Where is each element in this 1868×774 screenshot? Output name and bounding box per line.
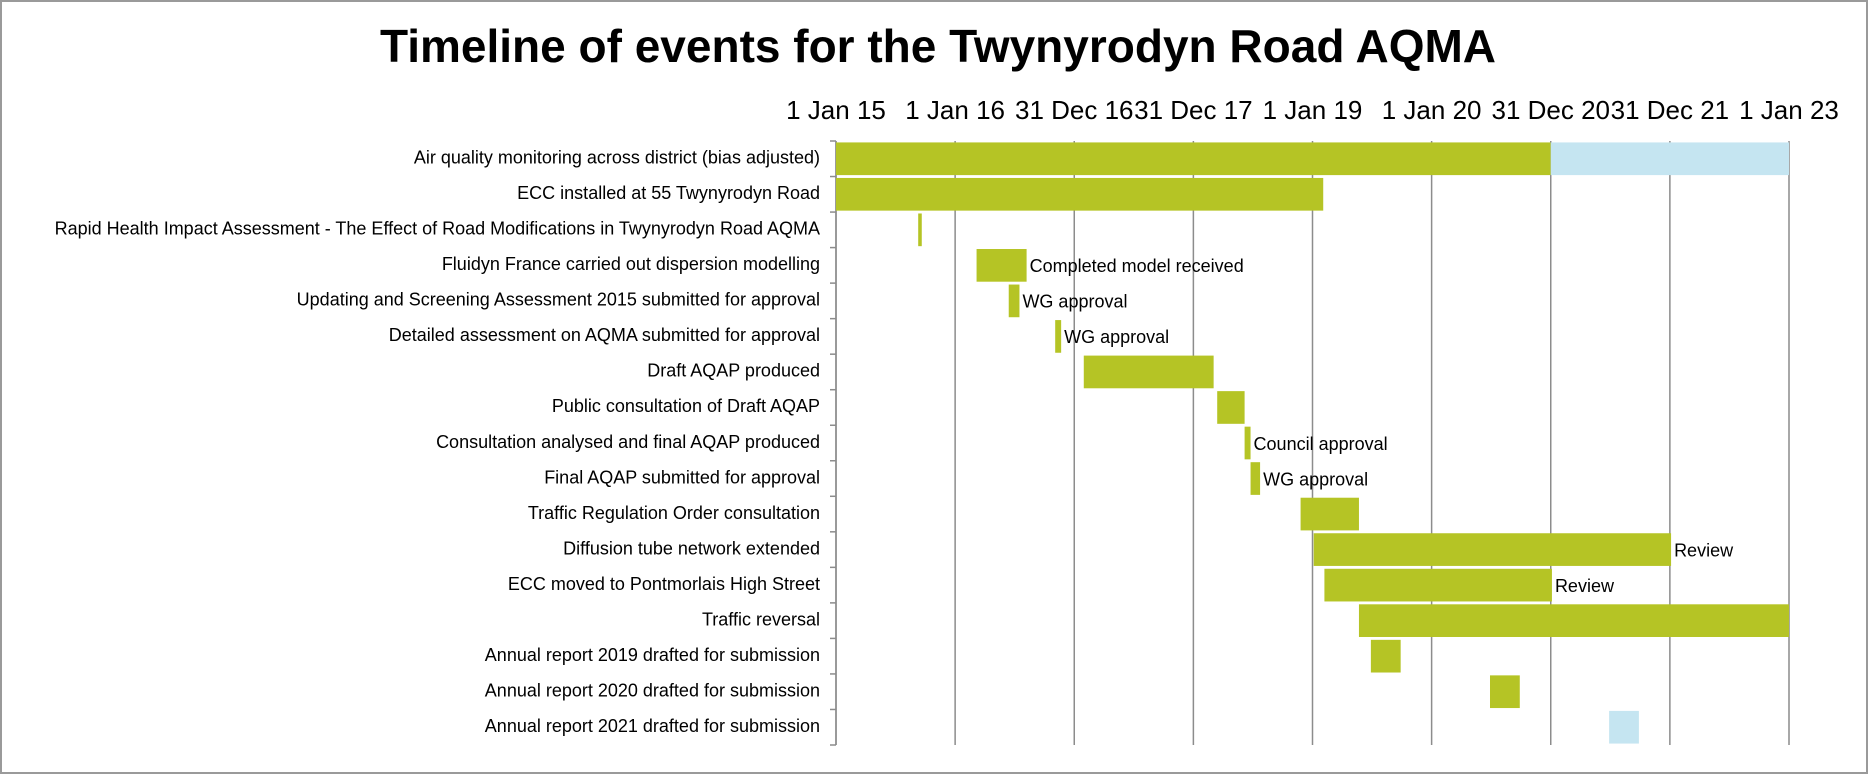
task-label: Traffic Regulation Order consultation [528,503,820,523]
task-label: Consultation analysed and final AQAP pro… [436,432,820,452]
task-label: Diffusion tube network extended [563,538,820,558]
task-label: Public consultation of Draft AQAP [552,396,820,416]
task-label: ECC moved to Pontmorlais High Street [508,574,820,594]
gantt-bar [1055,320,1062,353]
gantt-bar [1008,284,1020,318]
task-label: Annual report 2020 drafted for submissio… [485,680,820,700]
gantt-bar [1083,355,1214,389]
x-tick-label: 31 Dec 21 [1611,95,1730,125]
x-tick-label: 31 Dec 16 [1015,95,1134,125]
gantt-bar [918,213,922,247]
x-tick-label: 31 Dec 20 [1491,95,1610,125]
gantt-bar [1370,639,1401,673]
task-label: Draft AQAP produced [647,361,820,381]
bar-annotation: Review [1555,576,1615,596]
gantt-bar [1358,604,1789,637]
gantt-bar [1217,391,1245,424]
bar-annotation: Council approval [1254,434,1388,454]
task-label: Fluidyn France carried out dispersion mo… [442,254,820,274]
x-tick-label: 31 Dec 17 [1134,95,1253,125]
x-tick-label: 1 Jan 16 [905,95,1005,125]
task-label: Detailed assessment on AQMA submitted fo… [389,325,820,345]
gantt-bar [976,249,1027,282]
x-tick-label: 1 Jan 23 [1739,95,1839,125]
task-label: ECC installed at 55 Twynyrodyn Road [517,183,820,203]
gantt-bar [1244,426,1251,460]
task-label: Updating and Screening Assessment 2015 s… [297,290,820,310]
gantt-bar [1324,568,1552,602]
gantt-bar [836,142,1551,176]
task-label: Rapid Health Impact Assessment - The Eff… [55,219,820,239]
task-label: Final AQAP submitted for approval [544,467,820,487]
gantt-bar [1489,675,1520,709]
bar-annotation: WG approval [1263,469,1368,489]
task-label: Traffic reversal [702,609,820,629]
bar-annotation: WG approval [1064,327,1169,347]
task-label: Annual report 2019 drafted for submissio… [485,645,820,665]
gantt-bar [1313,533,1672,566]
task-label: Air quality monitoring across district (… [414,148,820,168]
gantt-bar [1250,462,1261,495]
gantt-bar [1609,710,1639,744]
task-label: Annual report 2021 drafted for submissio… [485,716,820,736]
gantt-bar [836,177,1324,211]
gantt-bar [1300,497,1359,531]
bar-annotation: Completed model received [1030,256,1244,276]
chart-title: Timeline of events for the Twynyrodyn Ro… [380,20,1496,72]
gantt-bar [1550,142,1789,176]
x-tick-label: 1 Jan 20 [1382,95,1482,125]
x-tick-label: 1 Jan 19 [1263,95,1363,125]
bar-annotation: WG approval [1022,292,1127,312]
x-tick-label: 1 Jan 15 [786,95,886,125]
bar-annotation: Review [1674,540,1734,560]
